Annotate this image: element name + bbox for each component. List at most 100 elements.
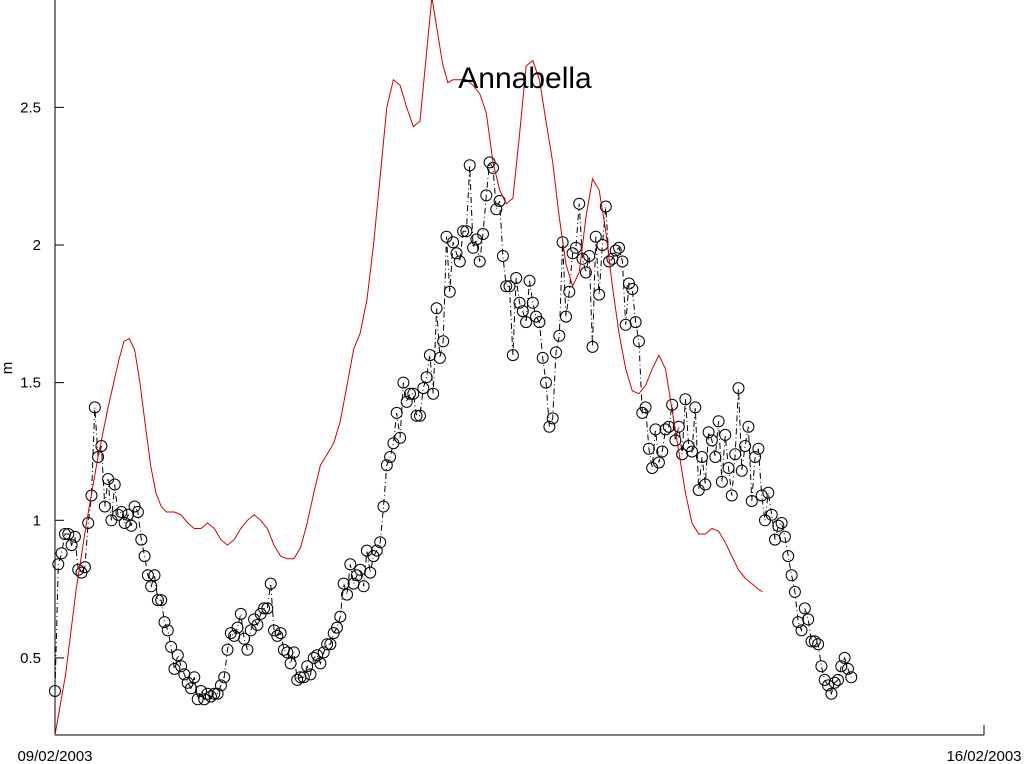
data-point-marker (125, 519, 138, 532)
data-point-marker (92, 451, 105, 463)
data-point-marker (337, 577, 350, 590)
data-point-marker (696, 451, 708, 463)
data-point-marker (805, 635, 818, 648)
data-point-marker (404, 387, 416, 400)
data-point-marker (427, 387, 440, 400)
data-point-marker (55, 547, 68, 560)
data-point-marker (224, 627, 237, 640)
data-point-marker (115, 506, 128, 518)
x-tick-label: 09/02/2003 (17, 748, 92, 764)
data-point-marker (686, 445, 698, 458)
data-point-marker (218, 671, 231, 684)
data-point-marker (208, 687, 221, 700)
data-point-marker (473, 255, 486, 268)
data-point-marker (550, 346, 562, 359)
y-axis-label: m (0, 362, 16, 375)
data-point-marker (380, 459, 393, 472)
data-point-marker (397, 376, 410, 389)
data-point-marker (649, 423, 662, 436)
data-point-marker (211, 687, 224, 700)
data-point-marker (659, 423, 672, 436)
data-point-marker (520, 316, 533, 329)
data-point-marker (370, 544, 383, 557)
data-point-marker (629, 316, 642, 329)
data-point-marker (785, 569, 798, 582)
data-point-marker (450, 247, 463, 260)
data-point-marker (175, 660, 188, 673)
data-point-marker (679, 393, 692, 406)
data-point-marker (52, 558, 65, 571)
data-point-marker (749, 451, 762, 463)
data-point-marker (513, 296, 526, 309)
data-point-marker (616, 255, 629, 268)
data-point-marker (652, 456, 665, 469)
data-point-marker (201, 687, 214, 700)
y-tick-label: 2.5 (20, 99, 41, 116)
data-point-marker (699, 478, 712, 491)
data-point-marker (639, 401, 652, 414)
data-point-marker (739, 440, 752, 452)
data-point-marker (447, 236, 460, 249)
data-point-marker (560, 310, 572, 323)
data-point-marker (118, 517, 131, 529)
data-point-marker (400, 395, 413, 408)
data-point-marker (599, 200, 612, 213)
data-point-marker (420, 371, 433, 384)
data-point-marker (563, 285, 576, 298)
data-point-marker (656, 445, 669, 458)
data-point-marker (453, 255, 466, 268)
data-point-marker (467, 241, 480, 254)
data-point-marker (745, 495, 758, 507)
data-point-marker (503, 280, 516, 293)
data-point-marker (314, 657, 327, 670)
data-point-marker (536, 351, 549, 364)
data-point-marker (317, 646, 330, 659)
data-point-marker (214, 679, 227, 692)
x-tick-label: 16/02/2003 (946, 748, 1021, 764)
data-point-marker (433, 351, 446, 364)
data-point-marker (258, 602, 270, 615)
y-tick-label: 2 (33, 237, 41, 254)
data-point-marker (540, 376, 552, 389)
data-point-marker (775, 517, 788, 529)
data-point-marker (390, 406, 403, 419)
data-point-marker (825, 687, 838, 700)
data-point-marker (626, 283, 639, 295)
data-point-marker (161, 624, 174, 637)
data-point-marker (430, 302, 443, 315)
data-point-marker (583, 250, 596, 262)
data-point-marker (543, 420, 556, 433)
data-point-marker (828, 676, 841, 689)
data-point-marker (460, 225, 473, 238)
data-point-marker (729, 448, 742, 461)
data-point-marker (500, 280, 513, 293)
data-point-marker (669, 434, 682, 447)
data-point-marker (68, 530, 81, 543)
y-tick-label: 1 (33, 512, 41, 529)
series-observed-line (54, 160, 852, 702)
data-point-marker (155, 594, 168, 607)
data-point-marker (755, 489, 768, 502)
data-point-marker (613, 241, 625, 254)
data-point-marker (188, 671, 201, 684)
data-point-marker (112, 508, 124, 521)
data-point-marker (586, 340, 599, 353)
data-point-marker (274, 627, 287, 640)
data-point-marker (510, 272, 523, 284)
data-point-marker (304, 668, 317, 681)
series-envelope-line (54, 0, 763, 736)
data-point-marker (516, 305, 529, 318)
data-point-marker (556, 236, 569, 249)
data-point-marker (815, 660, 828, 673)
data-point-marker (168, 662, 181, 675)
data-point-marker (719, 428, 732, 441)
data-point-marker (158, 616, 171, 629)
data-point-marker (523, 274, 536, 287)
data-point-marker (778, 530, 791, 543)
data-point-marker (573, 197, 586, 210)
data-point-marker (238, 632, 251, 645)
data-point-marker (331, 621, 343, 634)
data-point-marker (360, 544, 373, 557)
data-point-marker (772, 519, 785, 532)
